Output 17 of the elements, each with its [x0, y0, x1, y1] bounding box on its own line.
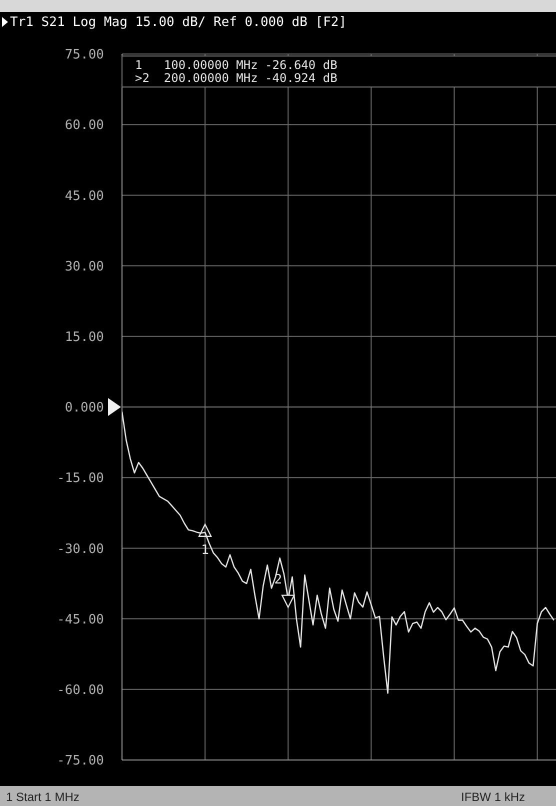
annotation: 1 100.00000 MHz -26.640 dB [135, 58, 338, 72]
y-tick-label: 0.000 [64, 400, 104, 416]
y-tick-label: 75.00 [64, 48, 104, 63]
y-tick-label: -30.00 [57, 542, 104, 557]
y-tick-label: -60.00 [57, 682, 104, 698]
y-tick-label: 45.00 [64, 188, 104, 204]
series-label: 1 [201, 543, 209, 558]
chart-title: Tr1 S21 Log Mag 15.00 dB/ Ref 0.000 dB [F2] [10, 15, 347, 30]
y-tick-label: 60.00 [64, 118, 104, 134]
text: IFBW 1 kHz [460, 790, 525, 804]
y-tick-label: -75.00 [57, 754, 104, 769]
y-tick-label: 30.00 [64, 259, 104, 274]
y-tick-label: -45.00 [57, 612, 104, 628]
y-tick-label: 15.00 [64, 330, 104, 345]
y-tick-label: -15.00 [57, 471, 104, 486]
annotation: >2 200.00000 MHz -40.924 dB [135, 71, 338, 85]
text: 1 Start 1 MHz [6, 790, 80, 804]
